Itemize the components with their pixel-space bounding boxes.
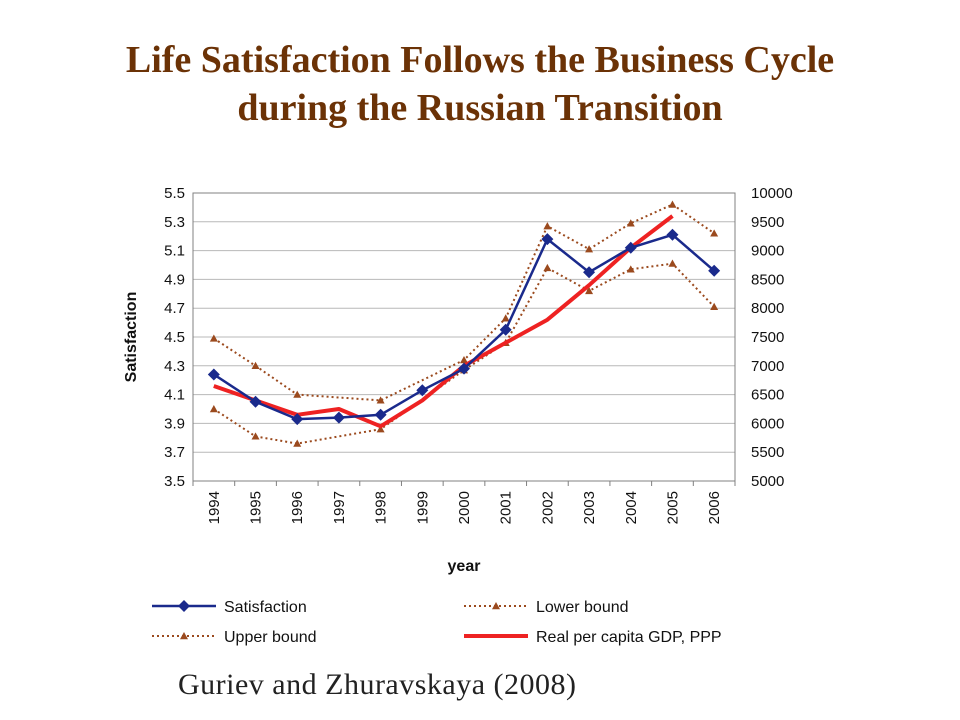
x-tick-label: 1998 (373, 491, 390, 524)
satisfaction-point (249, 395, 262, 408)
satisfaction-point (458, 362, 470, 375)
satisfaction-point (499, 323, 512, 336)
y-tick-label: 5.1 (164, 243, 185, 260)
series-line-gdp (213, 214, 674, 429)
upper-bound-point (209, 334, 218, 342)
satisfaction-point (708, 264, 721, 277)
legend-marker-bound (492, 602, 500, 610)
satisfaction-point (624, 241, 637, 254)
y2-tick-label: 8000 (751, 300, 784, 317)
y-tick-label: 3.7 (164, 444, 185, 461)
legend-marker-satisfaction (178, 600, 190, 612)
upper-bound-point (293, 390, 302, 398)
lower-bound-point (293, 439, 302, 447)
y2-tick-label: 7000 (751, 358, 784, 375)
y-tick-label: 3.5 (164, 473, 185, 490)
satisfaction-point (416, 384, 429, 397)
x-tick-label: 1997 (331, 491, 348, 524)
legend-label: Lower bound (536, 599, 629, 616)
upper-bound-point (710, 229, 719, 237)
y-tick-label: 4.1 (164, 387, 185, 404)
slide-title: Life Satisfaction Follows the Business C… (0, 36, 960, 132)
upper-bound-point (543, 222, 552, 230)
y2-tick-label: 10000 (751, 185, 793, 202)
y-tick-label: 4.5 (164, 329, 185, 346)
upper-bound-point (668, 200, 677, 208)
title-line-1: Life Satisfaction Follows the Business C… (125, 39, 835, 81)
satisfaction-point (541, 233, 554, 246)
y2-tick-label: 5000 (751, 473, 784, 490)
lower-bound-point (710, 302, 719, 310)
series-line-satisfaction (213, 233, 716, 421)
satisfaction-point (207, 368, 220, 381)
y2-tick-label: 5500 (751, 444, 784, 461)
lower-bound-point (585, 286, 594, 295)
x-tick-label: 1995 (248, 491, 265, 524)
x-tick-label: 1999 (414, 491, 431, 524)
upper-bound-point (585, 245, 594, 253)
y-tick-label: 4.7 (164, 300, 185, 317)
satisfaction-point (374, 408, 387, 421)
legend-label: Real per capita GDP, PPP (536, 629, 722, 646)
x-tick-label: 2004 (623, 491, 640, 524)
lower-bound-point (626, 265, 635, 273)
y2-tick-label: 8500 (751, 271, 784, 288)
y-tick-label: 3.9 (164, 415, 185, 432)
upper-bound-point (626, 219, 635, 227)
title-line-2: during the Russian Transition (237, 87, 723, 129)
x-tick-label: 2003 (581, 491, 598, 524)
y-tick-label: 5.3 (164, 214, 185, 231)
y2-tick-label: 7500 (751, 329, 784, 346)
legend-marker-bound (180, 632, 188, 640)
satisfaction-point (332, 411, 345, 424)
y-tick-label: 4.9 (164, 271, 185, 288)
lower-bound-point (543, 263, 552, 272)
upper-bound-point (460, 356, 468, 364)
x-axis-title: year (448, 558, 481, 575)
lower-bound-point (668, 259, 677, 267)
y2-tick-label: 9500 (751, 214, 784, 231)
x-tick-label: 2001 (498, 491, 515, 524)
y-tick-label: 5.5 (164, 185, 185, 202)
lower-bound-point (209, 405, 218, 413)
satisfaction-point (291, 413, 304, 426)
x-tick-label: 2002 (539, 491, 556, 524)
upper-bound-point (501, 314, 510, 322)
legend-label: Satisfaction (224, 599, 307, 616)
x-tick-label: 1994 (206, 491, 223, 524)
y2-tick-label: 6500 (751, 387, 784, 404)
y-axis-title: Satisfaction (123, 292, 140, 383)
satisfaction-point (583, 266, 596, 279)
legend-label: Upper bound (224, 629, 317, 646)
satisfaction-point (666, 228, 679, 241)
lower-bound-point (251, 432, 260, 440)
y-tick-label: 4.3 (164, 358, 185, 375)
x-tick-label: 2005 (664, 491, 681, 524)
x-tick-label: 2006 (706, 491, 723, 524)
citation: Guriev and Zhuravskaya (2008) (178, 668, 577, 701)
x-tick-label: 2000 (456, 491, 473, 524)
upper-bound-point (376, 396, 385, 404)
x-tick-label: 1996 (289, 491, 306, 524)
y2-tick-label: 6000 (751, 415, 784, 432)
lower-bound-point (376, 425, 385, 433)
upper-bound-point (251, 361, 260, 369)
plot-area-border (192, 192, 736, 482)
y2-tick-label: 9000 (751, 243, 784, 260)
